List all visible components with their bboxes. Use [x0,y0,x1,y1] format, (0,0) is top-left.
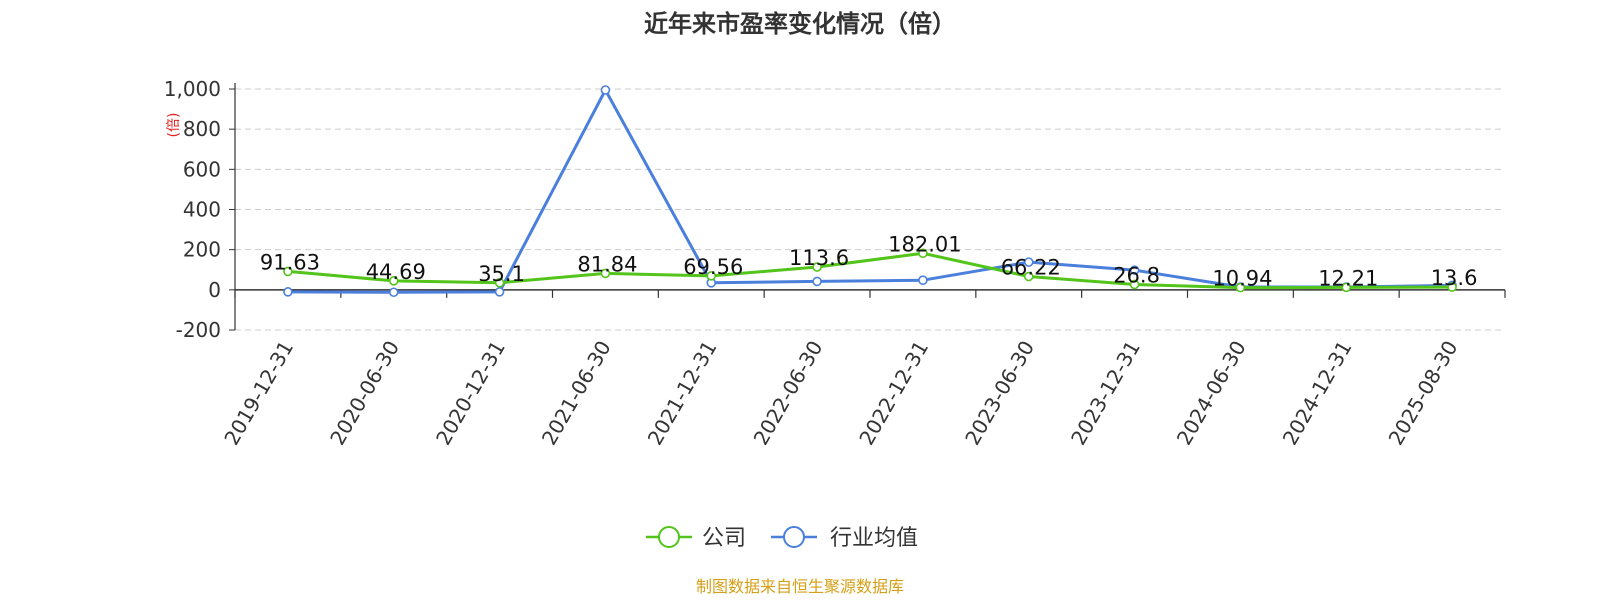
data-point[interactable] [1129,279,1140,290]
y-tick-label: 800 [183,117,221,141]
y-tick-label: 200 [183,238,221,262]
data-point[interactable] [1447,282,1457,292]
data-point[interactable] [1129,265,1140,275]
data-labels: 91.63 44.69 35.1 81.84 69.56 113.6 182.01 66.22… [260,232,1478,290]
x-tick-label: 2024-12-31 [1278,337,1357,450]
data-point[interactable] [600,268,611,279]
x-tick-label: 2022-12-31 [854,337,933,450]
x-tick-label: 2020-12-31 [431,337,510,450]
chart-title: 近年来市盈率变化情况（倍） [644,10,956,38]
x-tick-label: 2024-06-30 [1172,337,1251,450]
series-lines [283,85,1457,298]
data-label: 91.63 [260,250,320,274]
y-tick-label: 0 [208,278,221,302]
data-label: 12.21 [1318,266,1378,290]
data-label: 10.94 [1212,267,1272,291]
y-axis-unit-label: (倍) [166,113,182,138]
series-line-company [287,251,1453,290]
x-tick-label: 2020-06-30 [325,337,404,450]
legend-marker [658,526,680,548]
data-point[interactable] [706,271,717,281]
x-tick-label: 2023-06-30 [960,337,1039,450]
data-label: 182.01 [888,232,961,256]
data-label: 113.6 [789,246,849,270]
data-point[interactable] [1023,271,1034,282]
data-point[interactable] [600,85,611,95]
data-point[interactable] [494,287,505,297]
data-point[interactable] [812,276,822,287]
x-tick-label: 2021-12-31 [643,337,722,450]
data-point[interactable] [388,276,399,286]
legend-item-company[interactable]: 公司 [646,526,746,551]
data-point[interactable] [283,266,293,277]
data-label: 13.6 [1431,266,1478,290]
data-point[interactable] [494,277,505,288]
data-point[interactable] [1023,257,1034,267]
legend-label: 行业均值 [830,526,918,551]
y-tick-label: 600 [183,157,221,181]
data-point[interactable] [283,287,293,297]
data-point[interactable] [1341,282,1352,293]
x-tick-label: 2021-06-30 [537,337,616,450]
data-label: 35.1 [478,262,525,286]
legend-item-industry-average[interactable]: 行业均值 [771,526,918,551]
source-note: 制图数据来自恒生聚源数据库 [696,577,904,596]
legend-label: 公司 [702,526,746,551]
data-point[interactable] [918,275,928,285]
data-label: 69.56 [683,255,743,279]
data-label: 26.8 [1113,263,1160,287]
x-tick-label: 2019-12-31 [219,337,298,450]
data-point[interactable] [388,287,399,298]
x-tick-label: 2022-06-30 [749,337,828,450]
data-point[interactable] [1235,282,1246,293]
data-point[interactable] [918,248,928,259]
data-label: 66.22 [1001,256,1061,280]
y-tick-label: 400 [183,198,221,222]
x-tick-label: 2025-08-30 [1384,337,1463,450]
series-line-industry-average [287,88,1453,294]
data-point[interactable] [812,262,822,272]
y-tick-label: -200 [176,318,221,342]
grid [235,88,1505,331]
y-tick-label: 1,000 [164,77,221,101]
data-label: 81.84 [577,252,637,276]
legend: 公司 行业均值 [646,526,918,551]
data-label: 44.69 [366,260,426,284]
x-tick-label: 2023-12-31 [1066,337,1145,450]
legend-marker [783,526,805,548]
